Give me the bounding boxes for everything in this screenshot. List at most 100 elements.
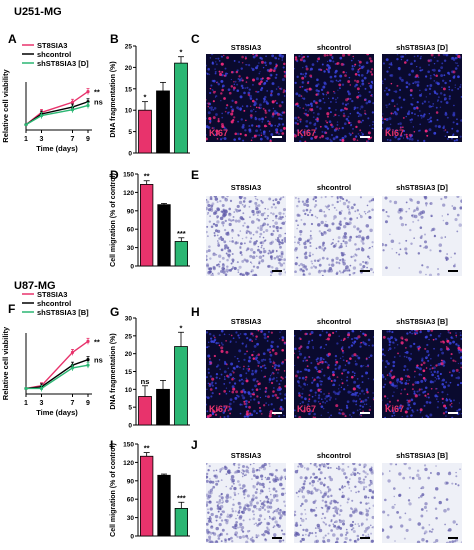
ki67-dot [248,367,251,370]
nucleus-dot [386,330,389,333]
cell-dot [323,230,326,234]
cell-dot [455,471,457,474]
nucleus-dot [423,139,426,143]
cell-dot [239,242,243,246]
ki67-dot [370,94,372,97]
cell-dot [333,215,337,219]
micrograph-background [382,330,462,418]
ki67-dot [212,116,216,120]
nucleus-dot [218,60,221,62]
nucleus-dot [243,358,246,361]
ki67-dot [221,88,224,92]
data-point [70,108,75,112]
nucleus-dot [264,135,267,138]
cell-dot [432,227,436,231]
cell-dot [283,268,286,271]
nucleus-dot [324,360,327,364]
ki67-dot [223,390,227,393]
cell-dot [233,266,237,271]
nucleus-dot [280,398,283,402]
cell-dot [424,245,428,249]
cell-dot [420,487,423,490]
cell-dot [283,258,286,262]
cell-dot [301,518,305,523]
nucleus-dot [452,113,456,117]
ki67-dot [400,341,404,345]
panel-letter-g: G [110,305,120,319]
cell-dot [245,469,249,473]
ki67-dot [238,75,241,78]
cell-dot [315,535,317,538]
cell-dot [239,522,243,527]
nucleus-dot [326,60,329,63]
cell-dot [314,531,317,534]
nucleus-dot [263,101,265,103]
cell-dot [349,235,352,239]
data-point [70,100,75,104]
cell-dot [232,260,234,263]
nucleus-dot [236,106,239,110]
nucleus-dot [350,338,354,341]
cell-dot [438,249,442,253]
nucleus-dot [258,409,262,413]
cell-dot [398,516,402,519]
ki67-dot [309,74,313,78]
cell-dot [241,487,244,490]
cell-dot [342,271,345,274]
nucleus-dot [259,388,261,390]
nucleus-dot [321,401,325,404]
nucleus-dot [241,125,245,129]
nucleus-dot [309,102,313,106]
nucleus-dot [400,381,404,385]
cell-dot [445,498,449,501]
nucleus-dot [355,400,358,403]
nucleus-dot [363,393,365,395]
cell-dot [234,523,238,527]
scale-bar [272,537,282,539]
cell-dot [368,488,372,493]
cell-dot [310,266,313,269]
cell-dot [247,230,250,233]
nucleus-dot [359,343,362,345]
cell-dot [236,480,240,483]
nucleus-dot [354,391,358,395]
cell-dot [283,533,286,536]
cell-dot [252,467,255,471]
cell-dot [211,488,214,490]
nucleus-dot [454,84,457,86]
cell-dot [445,481,449,485]
cell-dot [271,266,274,269]
cell-dot [281,533,284,535]
cell-dot [220,540,223,543]
nucleus-dot [325,331,328,334]
ki67-dot [221,122,224,126]
cell-dot [305,268,308,271]
cell-dot [343,217,347,220]
cell-dot [297,465,300,468]
cell-dot [443,508,447,513]
cell-dot [283,237,287,241]
cell-dot [387,513,390,517]
cell-dot [279,227,282,230]
nucleus-dot [211,79,214,83]
ki67-dot [272,69,276,73]
cell-dot [347,223,350,226]
cell-dot [231,507,234,510]
cell-dot [278,243,281,246]
scale-bar [272,136,282,138]
cell-dot [263,249,267,254]
ki67-dot [325,120,327,122]
nucleus-dot [351,65,354,68]
nucleus-dot [316,61,319,63]
cell-dot [204,206,208,211]
cell-dot [224,209,228,214]
cell-dot [208,517,211,520]
x-tick-label: 7 [71,400,75,407]
nucleus-dot [346,400,350,404]
cell-dot [264,538,268,542]
nucleus-dot [407,59,409,61]
nucleus-dot [230,78,233,81]
cell-dot [368,484,371,487]
nucleus-dot [259,71,261,73]
cell-dot [385,266,388,270]
